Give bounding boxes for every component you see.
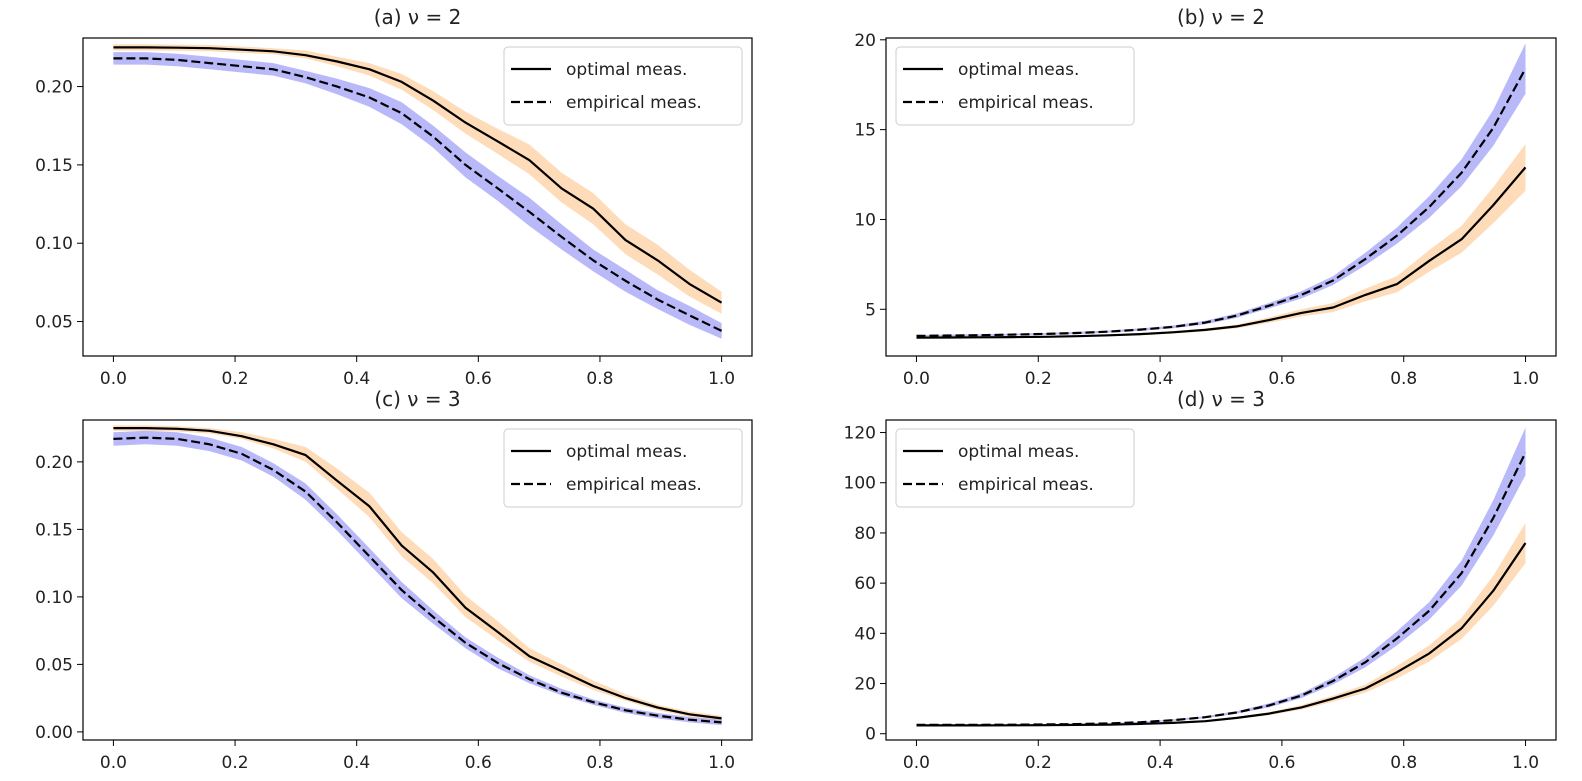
legend-label-optimal: optimal meas.	[958, 442, 1079, 462]
x-tick-label: 0.6	[1268, 753, 1295, 773]
x-tick-label: 0.0	[903, 753, 930, 773]
series-line-optimal	[113, 46, 723, 304]
x-tick-label: 0.2	[222, 753, 249, 773]
series-line-optimal	[916, 166, 1527, 339]
y-tick-label: 40	[854, 624, 876, 644]
axes-frame	[885, 419, 1557, 741]
x-tick-label: 0.6	[465, 753, 492, 773]
x-tick-label: 0.0	[100, 369, 127, 389]
y-tick-label: 0.05	[35, 655, 73, 675]
series-band-empirical	[113, 52, 722, 339]
chart-panel-d: 0.0 0.2 0.4 0.6 0.8 1.0 0 20 40 60 80 100 120 (d) ν =…	[844, 387, 1557, 773]
series-band-empirical	[916, 427, 1526, 726]
axes-frame	[885, 37, 1557, 357]
legend-box	[895, 428, 1135, 508]
y-tick-label: 0.20	[35, 78, 73, 98]
legend-label-empirical: empirical meas.	[566, 93, 702, 113]
x-tick-label: 1.0	[1512, 369, 1539, 389]
y-tick-label: 0.10	[35, 234, 73, 254]
x-tick-label: 0.4	[343, 753, 370, 773]
panel-title: (c) ν = 3	[374, 387, 460, 411]
x-tick-label: 1.0	[708, 369, 735, 389]
x-tick-label: 0.6	[465, 369, 492, 389]
y-tick-label: 15	[854, 121, 876, 141]
x-tick-label: 0.4	[1147, 753, 1174, 773]
legend-box	[503, 46, 743, 126]
chart-panel-a: 0.0 0.2 0.4 0.6 0.8 1.0 0.05 0.10 0.15 0.20 (a) ν …	[35, 5, 753, 389]
legend-label-empirical: empirical meas.	[566, 475, 702, 495]
y-tick-label: 0.15	[35, 156, 73, 176]
chart-panel-c: 0.0 0.2 0.4 0.6 0.8 1.0 0.00 0.05 0.10 0.15 0.20 (c…	[35, 387, 753, 773]
series-line-empirical	[916, 67, 1527, 337]
y-tick-label: 0.05	[35, 313, 73, 333]
series-band-optimal	[113, 44, 722, 314]
legend-label-optimal: optimal meas.	[958, 60, 1079, 80]
panel-title: (a) ν = 2	[374, 5, 462, 29]
panel-title: (b) ν = 2	[1177, 5, 1265, 29]
axes-frame	[82, 419, 753, 741]
y-tick-label: 80	[854, 524, 876, 544]
y-tick-label: 0.10	[35, 588, 73, 608]
axes-frame	[82, 37, 753, 357]
y-tick-label: 100	[844, 474, 876, 494]
legend-label-empirical: empirical meas.	[958, 93, 1094, 113]
series-line-optimal	[916, 542, 1527, 727]
panel-title: (d) ν = 3	[1177, 387, 1265, 411]
plot-area-c	[113, 425, 722, 726]
x-tick-label: 1.0	[1512, 753, 1539, 773]
y-tick-label: 60	[854, 574, 876, 594]
legend: optimal meas. empirical meas.	[895, 46, 1135, 126]
plot-area-d	[916, 427, 1527, 727]
x-tick-label: 0.0	[903, 369, 930, 389]
x-tick-label: 0.8	[1390, 753, 1417, 773]
x-tick-label: 1.0	[708, 753, 735, 773]
legend: optimal meas. empirical meas.	[895, 428, 1135, 508]
legend-label-optimal: optimal meas.	[566, 442, 687, 462]
x-tick-label: 0.8	[586, 369, 613, 389]
legend-label-empirical: empirical meas.	[958, 475, 1094, 495]
y-tick-label: 0	[865, 725, 876, 745]
plot-area-a	[113, 44, 723, 339]
legend-box	[503, 428, 743, 508]
y-tick-label: 20	[854, 31, 876, 51]
chart-panel-b: 0.0 0.2 0.4 0.6 0.8 1.0 5 10 15 20 (b) ν = 2 optima…	[854, 5, 1557, 389]
y-tick-label: 20	[854, 675, 876, 695]
legend: optimal meas. empirical meas.	[503, 46, 743, 126]
y-tick-label: 0.20	[35, 453, 73, 473]
x-tick-label: 0.8	[586, 753, 613, 773]
y-tick-label: 0.00	[35, 723, 73, 743]
x-tick-label: 0.6	[1268, 369, 1295, 389]
series-line-empirical	[916, 452, 1527, 727]
legend-box	[895, 46, 1135, 126]
x-tick-label: 0.0	[100, 753, 127, 773]
x-tick-label: 0.4	[343, 369, 370, 389]
y-tick-label: 120	[844, 424, 876, 444]
x-tick-label: 0.4	[1147, 369, 1174, 389]
plot-area-b	[916, 43, 1527, 339]
series-line-optimal	[113, 427, 722, 720]
x-tick-label: 0.2	[222, 369, 249, 389]
legend: optimal meas. empirical meas.	[503, 428, 743, 508]
x-tick-label: 0.8	[1390, 369, 1417, 389]
legend-label-optimal: optimal meas.	[566, 60, 687, 80]
y-tick-label: 0.15	[35, 520, 73, 540]
series-band-optimal	[916, 144, 1526, 339]
series-line-empirical	[113, 57, 723, 332]
x-tick-label: 0.2	[1025, 753, 1052, 773]
y-tick-label: 5	[865, 300, 876, 320]
y-tick-label: 10	[854, 210, 876, 230]
x-tick-label: 0.2	[1025, 369, 1052, 389]
